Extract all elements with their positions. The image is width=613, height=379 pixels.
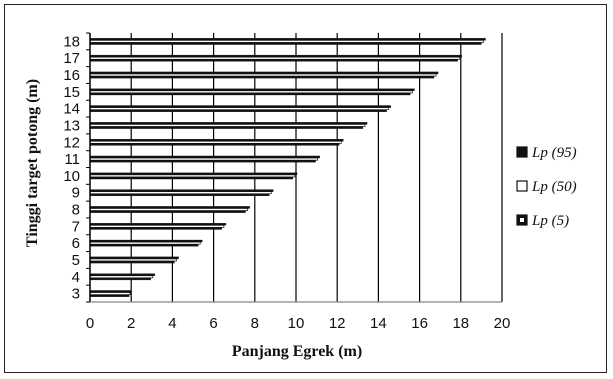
bar-lp5-12	[89, 143, 340, 146]
bar-lp5-14	[89, 109, 387, 112]
bar-lp5-3	[89, 294, 130, 297]
bar-lp50-10	[89, 174, 296, 178]
x-tick-label-6: 6	[209, 315, 217, 332]
x-tick-label-4: 4	[168, 315, 176, 332]
x-tick-label-12: 12	[329, 315, 346, 332]
y-tick-label-4: 4	[72, 269, 80, 286]
bar-lp50-18	[89, 40, 484, 43]
legend-swatch-inner	[520, 218, 524, 222]
bar-lp5-4	[89, 277, 151, 281]
legend-label: Lp (5)	[531, 213, 569, 229]
y-tick-label-6: 6	[72, 235, 80, 252]
bar-lp5-5	[89, 260, 175, 264]
y-tick-label-7: 7	[72, 218, 80, 235]
bar-lp50-9	[89, 191, 272, 195]
bar-lp5-6	[89, 244, 199, 247]
y-axis-title: Tinggi target potong (m)	[24, 79, 41, 247]
y-tick-label-12: 12	[63, 134, 80, 151]
legend: Lp (95) Lp (50) Lp (5)	[516, 145, 577, 229]
egrek-bar-chart: 0 2 4 6 8 10 12 14 16 18 20 3456789101112131415161…	[24, 32, 577, 360]
x-tick-label-18: 18	[452, 315, 469, 332]
bar-lp50-13	[89, 124, 366, 127]
x-tick-label-0: 0	[86, 315, 94, 332]
y-tick-label-9: 9	[72, 185, 80, 202]
y-tick-label-18: 18	[63, 33, 80, 50]
bar-lp5-16	[89, 75, 435, 79]
y-tick-label-14: 14	[63, 101, 80, 118]
bar-lp5-18	[89, 42, 482, 45]
bar-lp5-10	[89, 176, 294, 180]
y-tick-label-15: 15	[63, 84, 80, 101]
bar-lp50-3	[89, 292, 131, 295]
axes	[86, 32, 502, 303]
bar-lp5-11	[89, 159, 316, 163]
legend-item-lp5: Lp (5)	[516, 213, 569, 229]
bar-lp50-12	[89, 140, 342, 144]
legend-swatch	[516, 146, 528, 158]
legend-swatch	[516, 180, 528, 192]
y-tick-label-13: 13	[63, 117, 80, 134]
legend-item-lp50: Lp (50)	[516, 179, 577, 195]
y-tick-label-10: 10	[63, 168, 80, 185]
x-tick-label-10: 10	[288, 315, 305, 332]
bar-lp50-6	[89, 241, 201, 245]
bar-lp50-5	[89, 258, 177, 262]
bar-lp50-4	[89, 275, 154, 279]
y-tick-label-17: 17	[63, 50, 80, 67]
x-tick-labels: 0 2 4 6 8 10 12 14 16 18 20	[86, 315, 511, 332]
x-tick-label-14: 14	[370, 315, 387, 332]
x-tick-label-16: 16	[411, 315, 428, 332]
bar-lp50-7	[89, 224, 225, 228]
legend-item-lp95: Lp (95)	[516, 145, 577, 161]
bar-lp50-17	[89, 56, 461, 60]
bar-lp5-7	[89, 227, 222, 230]
bars	[89, 38, 486, 297]
x-tick-label-20: 20	[494, 315, 511, 332]
legend-label: Lp (95)	[531, 145, 577, 161]
bar-lp50-14	[89, 107, 390, 111]
y-tick-label-8: 8	[72, 202, 80, 219]
legend-label: Lp (50)	[531, 179, 577, 195]
bar-lp5-9	[89, 193, 270, 197]
bar-lp50-16	[89, 73, 437, 77]
y-tick-label-16: 16	[63, 67, 80, 84]
y-tick-label-3: 3	[72, 286, 80, 303]
y-tick-label-11: 11	[64, 151, 80, 168]
bar-lp5-8	[89, 210, 246, 213]
bar-lp50-15	[89, 90, 413, 94]
y-tick-label-5: 5	[72, 252, 80, 269]
bar-lp50-8	[89, 208, 248, 211]
x-axis-title: Panjang Egrek (m)	[232, 343, 362, 360]
x-tick-label-8: 8	[251, 315, 259, 332]
bar-lp5-17	[89, 59, 458, 62]
bar-lp5-15	[89, 92, 411, 96]
bar-lp5-13	[89, 126, 364, 129]
chart-frame: 0 2 4 6 8 10 12 14 16 18 20 3 4 5 6 7 8 9 10 11 12 13 14 15 16 1…	[4, 4, 607, 373]
bar-lp50-11	[89, 157, 318, 161]
x-tick-label-2: 2	[127, 315, 135, 332]
